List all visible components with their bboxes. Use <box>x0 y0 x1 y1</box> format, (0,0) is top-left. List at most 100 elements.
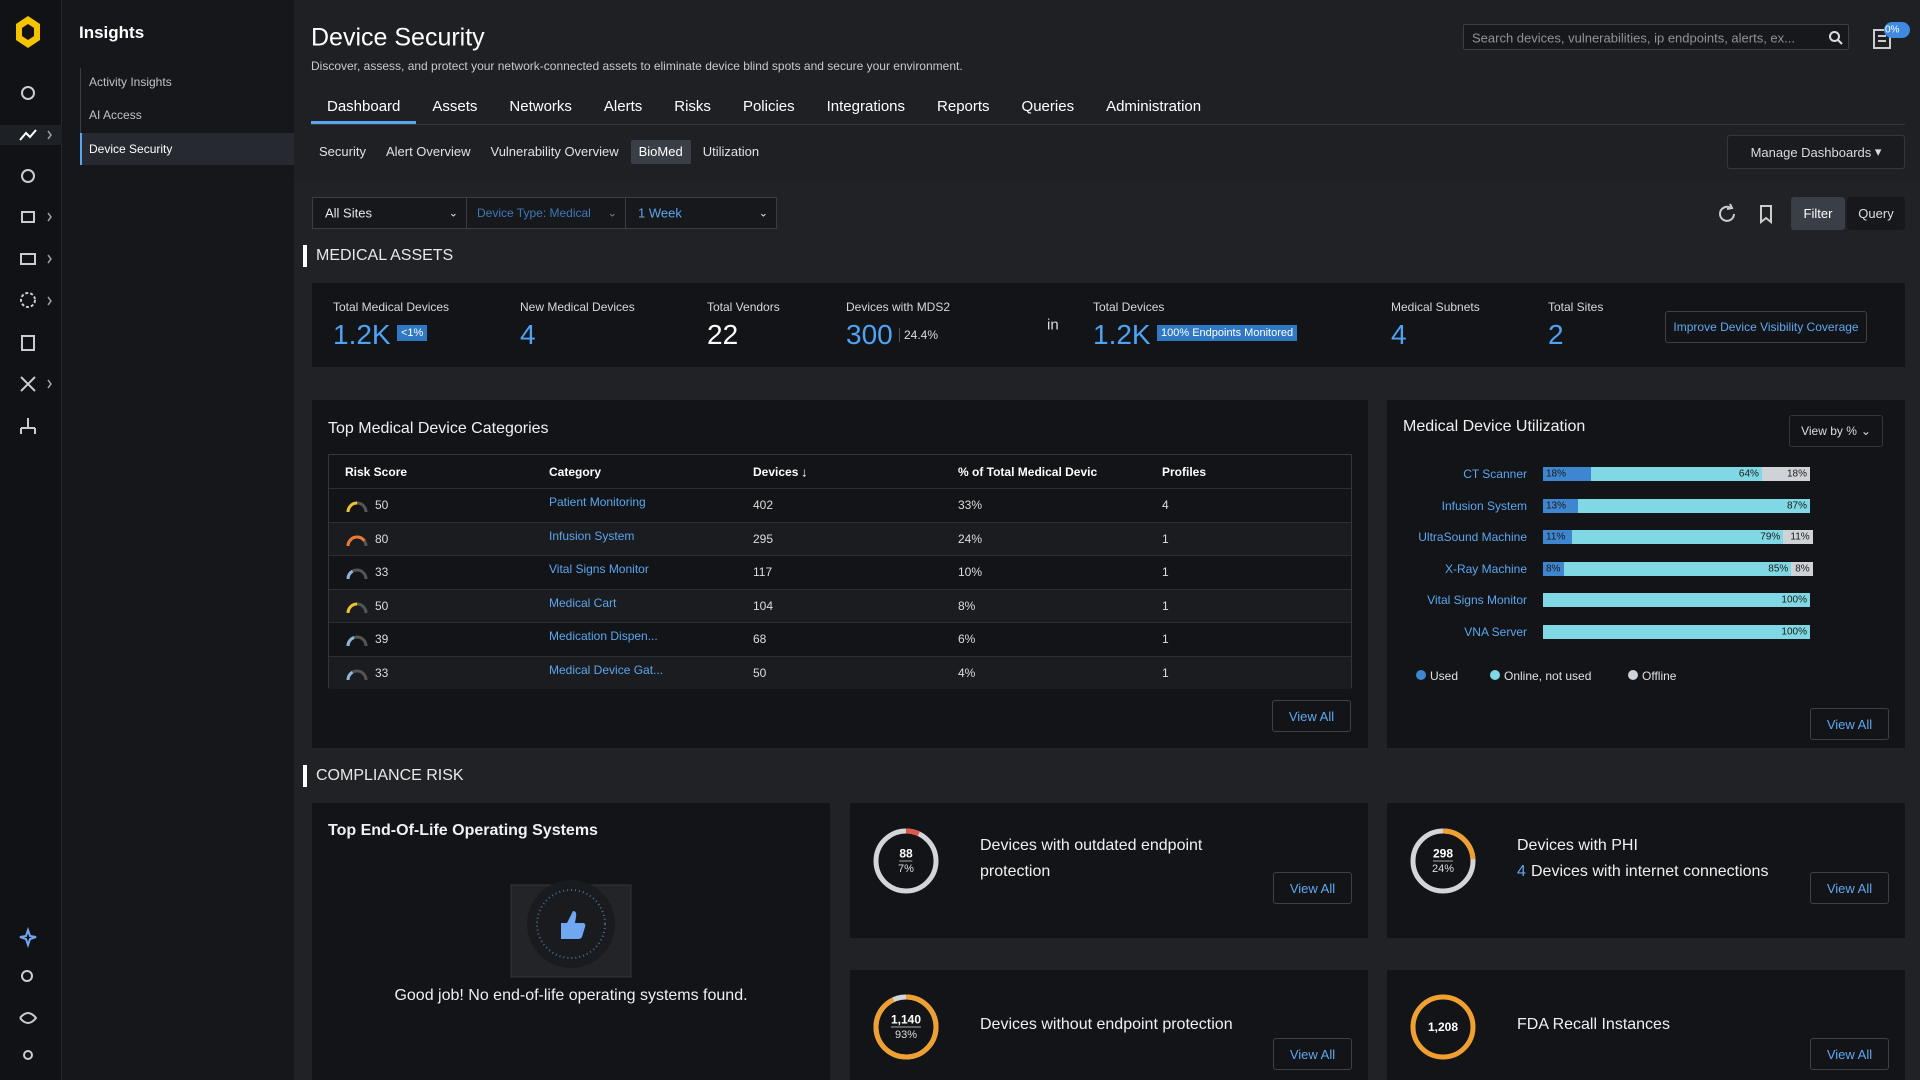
subtab[interactable]: Alert Overview <box>378 140 479 164</box>
category-link[interactable]: Medical Device Gat... <box>549 663 663 677</box>
nav-icon[interactable] <box>21 418 35 434</box>
search-box[interactable]: Search devices, vulnerabilities, ip endp… <box>1463 24 1849 50</box>
tab[interactable]: Assets <box>416 94 493 124</box>
view-by[interactable]: View by %⌄ <box>1789 415 1883 447</box>
subtab[interactable]: BioMed <box>631 140 691 164</box>
table-row: 33Medical Device Gat...504%1 <box>329 656 1351 689</box>
eol-card: Top End-Of-Life Operating Systems Good j… <box>312 803 830 1080</box>
column-header: Risk Score <box>345 465 407 479</box>
category-link[interactable]: Infusion System <box>549 529 634 543</box>
utilization-card: Medical Device UtilizationView by %⌄CT S… <box>1387 400 1905 748</box>
chevron: ⌄ <box>1861 424 1871 438</box>
category-link[interactable]: Medical Cart <box>549 596 616 610</box>
tab[interactable]: Alerts <box>588 94 658 124</box>
query-button[interactable]: Query <box>1847 197 1905 230</box>
view-all[interactable]: View All <box>1810 872 1889 904</box>
card-title: Top Medical Device Categories <box>328 420 549 438</box>
nav-icon[interactable] <box>21 254 35 264</box>
tab-divider <box>311 124 1905 125</box>
bar-label: 8% <box>1546 563 1560 574</box>
manage-dashboards[interactable]: Manage Dashboards ▾ <box>1727 135 1905 169</box>
subtab[interactable]: Vulnerability Overview <box>483 140 627 164</box>
chevron: ⌄ <box>608 207 617 220</box>
donut-count: 1,208 <box>1428 1020 1458 1034</box>
row-label[interactable]: CT Scanner <box>1463 467 1527 481</box>
sidebar-item[interactable]: Device Security <box>89 142 172 156</box>
card-title: FDA Recall Instances <box>1517 1016 1670 1034</box>
category-link[interactable]: Vital Signs Monitor <box>549 562 649 576</box>
subtab[interactable]: Security <box>311 140 374 164</box>
view-all[interactable]: View All <box>1273 872 1352 904</box>
row-label[interactable]: Vital Signs Monitor <box>1427 593 1527 607</box>
bar-label: 85% <box>1768 563 1788 574</box>
tab[interactable]: Queries <box>1006 94 1091 124</box>
bar-segment: 100% <box>1543 625 1810 639</box>
nav-icon[interactable] <box>22 336 34 350</box>
category-link[interactable]: Medication Dispen... <box>549 629 658 643</box>
view-all[interactable]: View All <box>1273 1038 1352 1070</box>
tab[interactable]: Reports <box>921 94 1006 124</box>
nav-icon[interactable] <box>22 212 34 222</box>
stat-label: Total Vendors <box>707 300 780 314</box>
period-select[interactable]: 1 Week⌄ <box>626 198 776 228</box>
legend-label: Offline <box>1642 669 1676 683</box>
nav-icon[interactable] <box>20 930 36 945</box>
filter-button[interactable]: Filter <box>1791 197 1845 230</box>
sidebar-item[interactable]: Activity Insights <box>89 75 172 89</box>
tab[interactable]: Dashboard <box>311 94 416 124</box>
nav-icon[interactable] <box>24 1051 32 1059</box>
tab[interactable]: Networks <box>493 94 588 124</box>
cell: 8% <box>958 599 975 613</box>
view-all[interactable]: View All <box>1810 1038 1889 1070</box>
view-all[interactable]: View All <box>1272 700 1351 732</box>
nav-icon[interactable] <box>21 377 35 391</box>
nav-icon[interactable] <box>22 87 34 99</box>
risk-score: 33 <box>375 565 388 579</box>
cell: 24% <box>958 532 982 546</box>
type-select[interactable]: Device Type: Medical⌄ <box>467 198 626 228</box>
column-header: Profiles <box>1162 465 1206 479</box>
risk-gauge <box>345 532 369 548</box>
tab[interactable]: Policies <box>727 94 811 124</box>
tab[interactable]: Risks <box>658 94 727 124</box>
view-all[interactable]: View All <box>1810 708 1889 740</box>
site-select[interactable]: All Sites⌄ <box>313 198 467 228</box>
bar-segment: 18% <box>1543 467 1591 481</box>
empty-icon <box>509 865 633 985</box>
cell: 402 <box>753 498 773 512</box>
improve-button[interactable]: Improve Device Visibility Coverage <box>1665 311 1867 343</box>
table-row: 80Infusion System29524%1 <box>329 522 1351 555</box>
bookmark[interactable] <box>1761 206 1771 222</box>
risk-gauge <box>345 599 369 615</box>
row-label[interactable]: Infusion System <box>1442 499 1527 513</box>
row-label[interactable]: VNA Server <box>1464 625 1527 639</box>
stat-value: 1.2K <box>1093 319 1151 351</box>
section-marker <box>303 245 307 267</box>
row-label[interactable]: X-Ray Machine <box>1445 562 1527 576</box>
toolbar-icons <box>1716 202 1780 226</box>
categories-card: Top Medical Device CategoriesRisk ScoreC… <box>312 400 1368 748</box>
stat-label: Total Devices <box>1093 300 1164 314</box>
tab[interactable]: Integrations <box>811 94 921 124</box>
cell: 1 <box>1162 632 1169 646</box>
stat-value: 4 <box>520 319 536 351</box>
tab[interactable]: Administration <box>1090 94 1217 124</box>
row-label[interactable]: UltraSound Machine <box>1418 530 1527 544</box>
donut-percent: 7% <box>898 863 914 875</box>
bar-segment: 11% <box>1783 530 1812 544</box>
nav-icon[interactable] <box>20 1013 36 1023</box>
nav-icon[interactable] <box>22 971 32 981</box>
category-link[interactable]: Patient Monitoring <box>549 495 646 509</box>
subtab[interactable]: Utilization <box>695 140 767 164</box>
icon-rail <box>0 0 62 1080</box>
stat-badge: 24.4% <box>899 328 938 342</box>
donut-count: 1,140 <box>891 1013 921 1028</box>
nav-icon[interactable] <box>22 170 34 182</box>
bar-label: 8% <box>1795 563 1809 574</box>
nav-icon[interactable] <box>21 293 35 307</box>
sidebar-item[interactable]: AI Access <box>89 108 142 122</box>
column-header[interactable]: Devices <box>753 465 798 479</box>
cell: 10% <box>958 565 982 579</box>
bar-segment: 100% <box>1543 593 1810 607</box>
manage-label: Manage Dashboards <box>1751 145 1872 160</box>
